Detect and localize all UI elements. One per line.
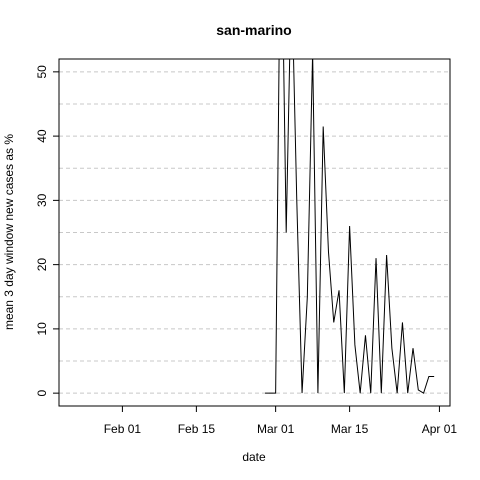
chart-title: san-marino [216, 22, 291, 38]
x-tick-label: Apr 01 [422, 422, 458, 436]
x-tick-label: Mar 01 [257, 422, 295, 436]
y-tick-label: 10 [35, 322, 49, 336]
x-tick-label: Feb 01 [104, 422, 142, 436]
y-axis-label: mean 3 day window new cases as % [2, 134, 16, 330]
x-tick-label: Feb 15 [178, 422, 216, 436]
data-line [265, 59, 435, 394]
y-tick-label: 50 [35, 65, 49, 79]
y-tick-label: 0 [35, 389, 49, 396]
y-tick-label: 30 [35, 193, 49, 207]
y-tick-label: 40 [35, 129, 49, 143]
plot-frame [58, 58, 451, 407]
plot-area [265, 59, 435, 394]
x-tick-label: Mar 15 [331, 422, 369, 436]
x-axis-label: date [242, 450, 266, 464]
y-tick-label: 20 [35, 258, 49, 272]
